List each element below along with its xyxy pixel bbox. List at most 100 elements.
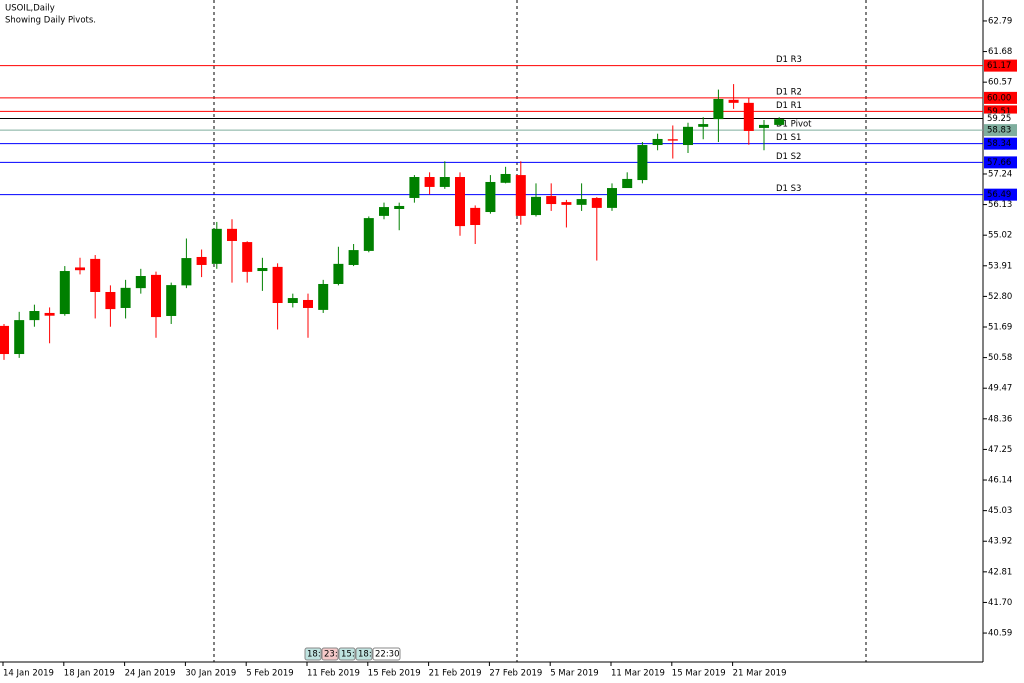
candle-body [774,119,785,125]
y-tick-label: 55.02 [988,231,1012,241]
candle-body [135,275,146,289]
candle-body [394,205,405,209]
candle-body [409,177,420,198]
price-box [984,124,1017,137]
y-tick-label: 61.68 [988,47,1012,57]
candle-body [591,197,602,208]
candle-body [683,126,693,146]
y-tick-label: 49.47 [988,384,1012,394]
candle-body [607,188,617,208]
candle-body [181,258,192,286]
candle-body [698,124,709,127]
price-label: 59.51 [987,107,1011,117]
price-label: 57.66 [987,158,1011,168]
x-tick-label: 30 Jan 2019 [185,669,236,679]
candle-body [637,145,648,181]
price-label: 59.25 [987,114,1011,124]
y-tick-label: 50.58 [988,353,1012,363]
candle-body [759,124,769,128]
candle-body [272,266,283,304]
x-tick-label: 18 Jan 2019 [64,669,115,679]
candle-body [470,207,481,225]
candle-body [622,178,633,189]
y-tick-label: 43.92 [988,537,1012,547]
clock-cell [304,647,322,661]
price-label: 58.34 [987,139,1011,149]
candle-body [0,325,9,355]
candle-body [29,311,40,321]
price-label: 58.83 [987,126,1011,136]
x-tick-label: 5 Feb 2019 [246,669,294,679]
price-box [984,91,1017,104]
y-tick-label: 53.91 [988,261,1012,271]
clock-label: 18: [307,650,321,660]
candle-body [151,274,161,318]
candle-body [439,177,450,187]
candle-body [242,242,253,272]
price-box [984,188,1017,201]
price-box [984,137,1017,150]
price-box [984,156,1017,169]
candle-body [105,291,116,310]
y-tick-label: 60.57 [988,78,1012,88]
chart-subtitle: Showing Daily Pivots. [5,16,96,26]
x-tick-label: 24 Jan 2019 [125,669,176,679]
y-tick-label: 47.25 [988,445,1012,455]
candle-body [318,283,329,310]
price-box [984,113,1017,124]
x-tick-label: 11 Feb 2019 [307,669,360,679]
candle-body [363,218,374,251]
candle-body [531,196,541,216]
chart-title: USOIL,Daily [5,4,55,14]
pivot-name: D1 S2 [776,152,801,162]
candle-body [348,250,359,265]
candle-body [652,138,663,146]
price-label: 61.17 [987,61,1011,71]
candle-body [546,196,557,205]
candle-body [90,258,101,292]
price-label: 56.49 [987,190,1011,200]
clock-cell [321,647,339,661]
y-tick-label: 46.14 [988,476,1012,486]
x-tick-label: 15 Feb 2019 [368,669,421,679]
x-tick-label: 21 Mar 2019 [733,669,787,679]
clock-cell [372,647,401,661]
session-clock: 18: 23: 15: 18: 22:30 [304,647,401,661]
candle-body [667,139,678,141]
candle-body [166,285,177,316]
clock-cell [338,647,356,661]
price-box [984,59,1017,72]
clock-label: 15: [341,650,355,660]
clock-label: 22:30 [375,650,400,660]
candle-body [120,287,131,308]
pivot-name: D1 R1 [776,101,802,111]
candle-body [455,177,465,227]
x-tick-label: 27 Feb 2019 [489,669,542,679]
candle-body [59,271,70,315]
candle-body [576,199,587,205]
y-tick-label: 42.81 [988,567,1012,577]
pivot-name: D1 S3 [776,184,801,194]
price-label: 60.00 [987,93,1011,103]
x-tick-label: 11 Mar 2019 [611,669,665,679]
candle-body [75,267,85,271]
candle-body [485,181,496,213]
candle-body [713,98,724,120]
candle-body [44,312,55,316]
pivot-name: D1 R2 [776,87,802,97]
y-tick-label: 40.59 [988,629,1012,639]
candle-body [500,173,511,183]
candle-body [728,99,739,103]
y-tick-label: 52.80 [988,292,1012,302]
candle-body [561,202,572,205]
y-tick-label: 48.36 [988,414,1012,424]
x-tick-label: 14 Jan 2019 [3,669,54,679]
pivot-name: D1 R3 [776,55,802,65]
clock-cell [355,647,373,661]
clock-label: 23: [324,650,338,660]
candle-body [14,320,25,355]
candle-body [303,299,313,308]
